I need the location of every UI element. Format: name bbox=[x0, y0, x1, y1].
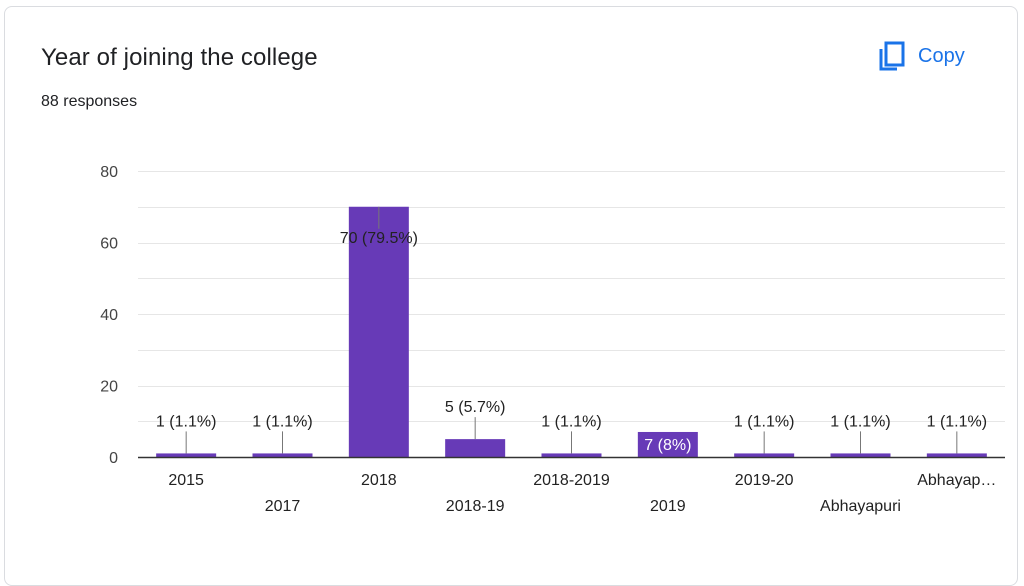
copy-button[interactable]: Copy bbox=[872, 38, 973, 74]
bar bbox=[445, 439, 506, 457]
bar bbox=[734, 453, 795, 457]
x-tick-label: 2017 bbox=[265, 498, 301, 515]
y-tick-label: 60 bbox=[100, 236, 118, 253]
data-label: 1 (1.1%) bbox=[156, 413, 216, 430]
copy-icon bbox=[879, 41, 905, 71]
y-tick-label: 40 bbox=[100, 307, 118, 324]
copy-label: Copy bbox=[918, 44, 965, 67]
y-tick-label: 20 bbox=[100, 379, 118, 396]
chart-card bbox=[4, 6, 1018, 586]
question-title: Year of joining the college bbox=[41, 44, 318, 71]
bar bbox=[637, 431, 698, 457]
x-tick-label: 2018-2019 bbox=[533, 472, 610, 489]
bar bbox=[830, 453, 891, 457]
x-tick-label: 2018-19 bbox=[446, 498, 505, 515]
data-label: 1 (1.1%) bbox=[541, 413, 601, 430]
data-label: 70 (79.5%) bbox=[340, 230, 418, 247]
bar bbox=[252, 453, 313, 457]
y-tick-label: 80 bbox=[100, 164, 118, 181]
data-label: 1 (1.1%) bbox=[927, 413, 987, 430]
x-tick-label: 2019 bbox=[650, 498, 686, 515]
bar bbox=[348, 206, 409, 457]
x-tick-label: Abhayap… bbox=[917, 472, 996, 489]
data-label: 7 (8%) bbox=[644, 437, 691, 454]
x-tick-label: 2018 bbox=[361, 472, 397, 489]
data-label: 1 (1.1%) bbox=[734, 413, 794, 430]
data-label: 1 (1.1%) bbox=[830, 413, 890, 430]
x-tick-label: 2015 bbox=[168, 472, 204, 489]
bar bbox=[541, 453, 602, 457]
y-tick-label: 0 bbox=[109, 450, 118, 467]
bar bbox=[926, 453, 987, 457]
data-label: 1 (1.1%) bbox=[252, 413, 312, 430]
bar-chart: 0 20 40 60 80 1 (1.1%) 1 (1.1%) 70 (79.5%) 5 (5.… bbox=[100, 164, 1005, 515]
x-tick-label: 2019-20 bbox=[735, 472, 794, 489]
x-tick-label: Abhayapuri bbox=[820, 498, 901, 515]
data-label: 5 (5.7%) bbox=[445, 399, 505, 416]
bar bbox=[156, 453, 217, 457]
response-count: 88 responses bbox=[41, 93, 138, 110]
